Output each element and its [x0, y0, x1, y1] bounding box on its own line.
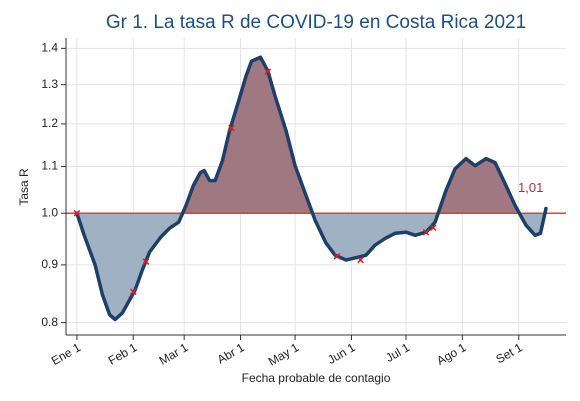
- y-axis-label: Tasa R: [17, 168, 31, 206]
- y-tick-label: 1.2: [41, 116, 58, 130]
- x-axis-label: Fecha probable de contagio: [242, 371, 391, 385]
- point-marker: [429, 224, 437, 232]
- point-marker: [142, 258, 150, 265]
- annotation: 1,01: [518, 180, 543, 195]
- y-tick-label: 1.3: [41, 77, 58, 91]
- point-marker: [73, 209, 81, 217]
- point-marker: [228, 124, 235, 132]
- y-tick-label: 1.1: [41, 159, 58, 173]
- point-marker: [422, 228, 430, 236]
- y-tick-label: 1.0: [41, 205, 58, 219]
- point-marker: [333, 252, 341, 260]
- point-marker: [357, 256, 364, 264]
- point-marker: [264, 68, 272, 76]
- y-tick-label: 1.4: [41, 41, 58, 55]
- chart-title: Gr 1. La tasa R de COVID-19 en Costa Ric…: [106, 12, 526, 33]
- y-tick-label: 0.8: [41, 315, 58, 329]
- point-marker: [129, 288, 137, 296]
- y-tick-label: 0.9: [41, 257, 58, 271]
- r-line: [75, 55, 548, 322]
